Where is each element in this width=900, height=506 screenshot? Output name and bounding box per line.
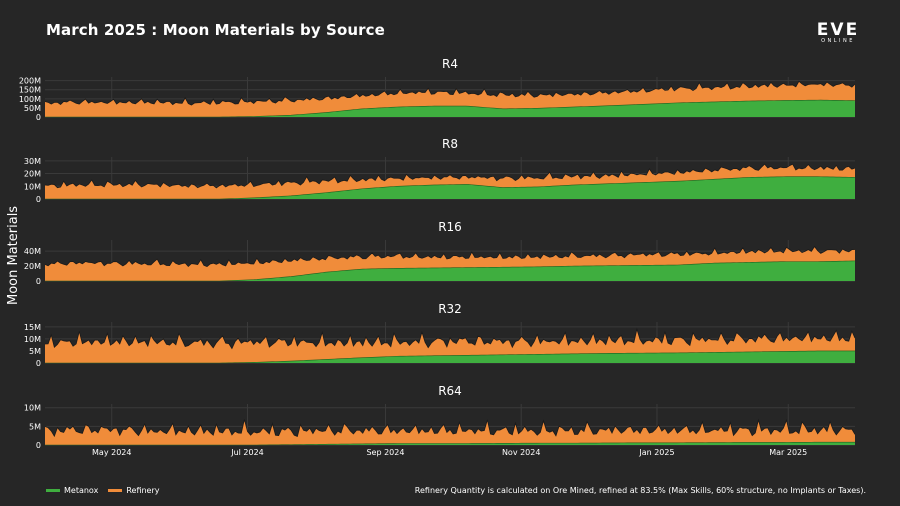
- outline-metanox-r16: [45, 260, 856, 282]
- ytick-r16-0: 0: [36, 277, 41, 286]
- legend-item-metanox[interactable]: Metanox: [46, 486, 98, 495]
- outline-total-r32: [44, 327, 856, 350]
- ytick-r64-1: 5M: [29, 422, 41, 431]
- ytick-r4-3: 150M: [19, 86, 41, 95]
- ytick-r64-2: 10M: [24, 404, 41, 413]
- area-metanox-r16: [45, 260, 855, 281]
- area-metanox-r32: [45, 350, 855, 363]
- xtick-0: May 2024: [92, 448, 131, 457]
- ytick-r8-2: 20M: [24, 170, 41, 179]
- panel-title-r64: R64: [438, 384, 462, 398]
- outline-total-r64: [44, 418, 856, 438]
- chart-title: March 2025 : Moon Materials by Source: [46, 21, 385, 39]
- xtick-2: Sep 2024: [366, 448, 404, 457]
- panel-title-r32: R32: [438, 302, 462, 316]
- outline-total-r16: [44, 245, 856, 268]
- ytick-r8-1: 10M: [24, 182, 41, 191]
- eve-online-logo: EVE ONLINE: [810, 22, 866, 46]
- ytick-r16-1: 20M: [24, 262, 41, 271]
- legend-swatch-metanox: [46, 489, 60, 492]
- ytick-r4-0: 0: [36, 113, 41, 122]
- outline-metanox-r32: [45, 350, 855, 364]
- footnote: Refinery Quantity is calculated on Ore M…: [414, 486, 866, 495]
- ytick-r8-0: 0: [36, 195, 41, 204]
- ytick-r64-0: 0: [36, 441, 41, 450]
- ytick-r16-2: 40M: [24, 247, 41, 256]
- panel-title-r8: R8: [442, 137, 458, 151]
- xtick-5: Mar 2025: [769, 448, 807, 457]
- outline-metanox-r4: [45, 99, 856, 118]
- ytick-r4-4: 200M: [19, 77, 41, 86]
- panel-title-r16: R16: [438, 220, 462, 234]
- outline-metanox-r64: [45, 441, 855, 446]
- legend-swatch-refinery: [108, 489, 123, 492]
- xtick-1: Jul 2024: [230, 448, 264, 457]
- xtick-4: Jan 2025: [638, 448, 674, 457]
- ytick-r32-3: 15M: [24, 323, 41, 332]
- ytick-r8-3: 30M: [24, 157, 41, 166]
- xtick-3: Nov 2024: [502, 448, 541, 457]
- area-refinery-r64: [45, 419, 855, 445]
- logo-main: EVE: [816, 20, 860, 40]
- ytick-r32-2: 10M: [24, 335, 41, 344]
- legend-label-refinery: Refinery: [126, 486, 160, 495]
- panel-title-r4: R4: [442, 57, 458, 71]
- ytick-r4-2: 100M: [19, 95, 41, 104]
- area-metanox-r4: [45, 100, 855, 117]
- legend: Metanox Refinery: [46, 486, 160, 495]
- ytick-r32-0: 0: [36, 359, 41, 368]
- legend-item-refinery[interactable]: Refinery: [108, 486, 160, 495]
- outline-metanox-r8: [45, 176, 856, 200]
- outline-total-r4: [44, 80, 856, 106]
- ytick-r32-1: 5M: [29, 347, 41, 356]
- legend-label-metanox: Metanox: [64, 486, 99, 495]
- ytick-r4-1: 50M: [24, 104, 41, 113]
- logo-sub: ONLINE: [821, 38, 855, 44]
- outline-total-r8: [44, 163, 856, 189]
